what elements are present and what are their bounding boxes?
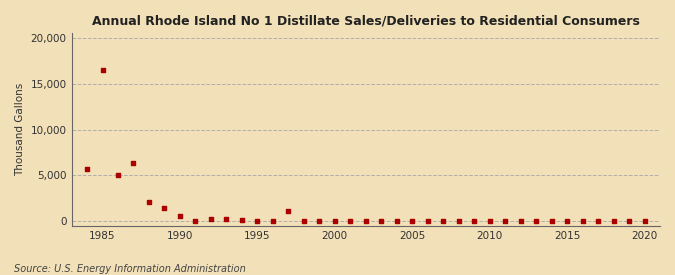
Point: [221, 216, 232, 221]
Point: [624, 219, 634, 223]
Point: [190, 218, 201, 223]
Y-axis label: Thousand Gallons: Thousand Gallons: [15, 83, 25, 176]
Point: [639, 219, 650, 223]
Point: [407, 219, 418, 223]
Point: [252, 219, 263, 223]
Point: [159, 206, 170, 211]
Text: Source: U.S. Energy Information Administration: Source: U.S. Energy Information Administ…: [14, 264, 245, 274]
Point: [175, 214, 186, 218]
Point: [392, 219, 402, 223]
Point: [468, 219, 479, 223]
Point: [484, 219, 495, 223]
Point: [577, 219, 588, 223]
Point: [113, 173, 124, 178]
Point: [345, 218, 356, 223]
Point: [283, 209, 294, 213]
Point: [267, 219, 278, 224]
Point: [360, 219, 371, 224]
Point: [438, 219, 449, 223]
Point: [423, 219, 433, 223]
Point: [546, 219, 557, 223]
Point: [329, 219, 340, 224]
Point: [531, 219, 541, 224]
Point: [500, 219, 510, 224]
Point: [562, 219, 572, 223]
Point: [205, 217, 216, 222]
Point: [454, 219, 464, 224]
Point: [144, 200, 155, 204]
Point: [298, 219, 309, 224]
Title: Annual Rhode Island No 1 Distillate Sales/Deliveries to Residential Consumers: Annual Rhode Island No 1 Distillate Sale…: [92, 15, 640, 28]
Point: [128, 160, 139, 165]
Point: [515, 219, 526, 223]
Point: [608, 219, 619, 224]
Point: [97, 68, 108, 72]
Point: [314, 219, 325, 224]
Point: [593, 218, 603, 223]
Point: [376, 219, 387, 224]
Point: [236, 218, 247, 222]
Point: [82, 167, 92, 171]
